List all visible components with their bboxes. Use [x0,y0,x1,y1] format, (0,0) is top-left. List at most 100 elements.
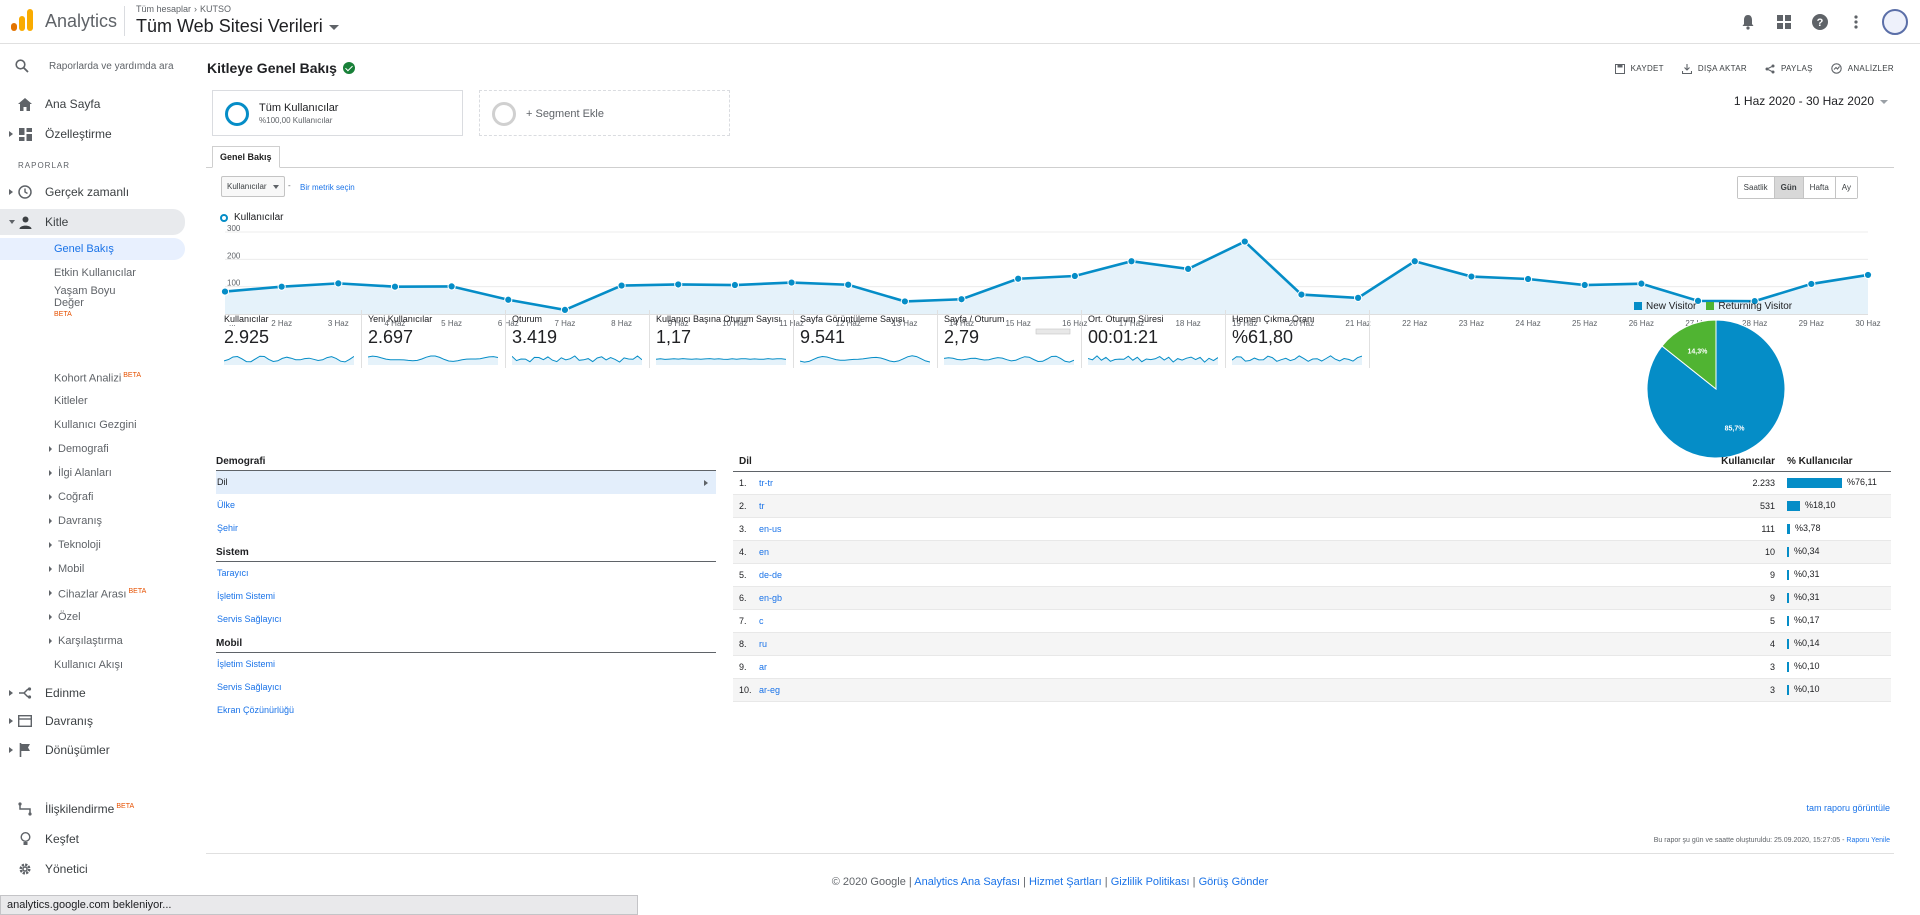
add-segment-button[interactable]: + Segment Ekle [479,90,730,136]
data-point[interactable] [334,279,343,288]
app-name[interactable]: Analytics [45,11,118,31]
sidebar-item-users-flow[interactable]: Kullanıcı Akışı [0,654,185,676]
kpi-tile[interactable]: Oturum 3.419 [506,310,650,368]
data-point[interactable] [1467,272,1476,281]
sidebar-item-active-users[interactable]: Etkin Kullanıcılar [0,262,185,284]
kpi-tile[interactable]: Kullanıcı Başına Oturum Sayısı 1,17 [650,310,794,368]
data-point[interactable] [844,280,853,289]
language-link[interactable]: tr [759,500,765,511]
sidebar-item-audiences[interactable]: Kitleler [0,390,185,412]
export-button[interactable]: DIŞA AKTAR [1681,63,1747,74]
footer-link-feedback[interactable]: Görüş Gönder [1198,876,1269,888]
demographics-item[interactable]: İşletim Sistemi [216,653,716,676]
table-row[interactable]: 3. en-us 111 %3,78 [733,517,1891,541]
data-point[interactable] [1637,279,1646,288]
granularity-month[interactable]: Ay [1835,177,1857,198]
segment-all-users[interactable]: Tüm Kullanıcılar %100,00 Kullanıcılar [212,90,463,136]
demographics-link[interactable]: Tarayıcı [217,568,249,578]
save-button[interactable]: KAYDET [1614,63,1664,74]
data-point[interactable] [390,282,400,291]
date-range-picker[interactable]: 1 Haz 2020 - 30 Haz 2020 [1734,94,1888,108]
sidebar-item-geo[interactable]: Coğrafi [0,486,185,508]
users-line-chart[interactable]: 100 200 300... 2 Haz 3 Haz 4 Haz 5 Haz 6 Haz 7 H… [206,220,1894,335]
table-row[interactable]: 2. tr 531 %18,10 [733,494,1891,518]
apps-grid-icon[interactable] [1774,12,1794,32]
data-point[interactable] [730,280,739,290]
crumb-all-accounts[interactable]: Tüm hesaplar [136,4,192,14]
data-point[interactable] [1523,274,1533,284]
language-link[interactable]: en-us [759,523,782,534]
sidebar-item-audience-behavior[interactable]: Davranış [0,510,185,532]
footer-link-home[interactable]: Analytics Ana Sayfası [914,876,1021,888]
demographics-item[interactable]: Servis Sağlayıcı [216,676,716,699]
sidebar-item-benchmarking[interactable]: Karşılaştırma [0,630,185,652]
data-point[interactable] [220,287,230,296]
demographics-link[interactable]: İşletim Sistemi [217,591,276,601]
table-row[interactable]: 5. de-de 9 %0,31 [733,563,1891,587]
sidebar-item-technology[interactable]: Teknoloji [0,534,185,556]
crumb-account[interactable]: KUTSO [200,4,232,14]
sidebar-item-audience[interactable]: Kitle [0,209,185,235]
help-icon[interactable]: ? [1810,12,1830,32]
sidebar-item-interests[interactable]: İlgi Alanları [0,462,185,484]
sidebar-item-admin[interactable]: Yönetici [0,857,185,881]
view-full-report-link[interactable]: tam raporu görüntüle [1806,803,1890,813]
sidebar-item-custom[interactable]: Özel [0,606,185,628]
data-point[interactable] [1297,290,1306,299]
granularity-day[interactable]: Gün [1774,177,1804,198]
language-link[interactable]: ru [759,638,768,649]
sidebar-item-cohort-analysis[interactable]: Kohort Analizi BETA [0,366,185,388]
chart-resize-handle[interactable] [1035,328,1071,335]
data-point[interactable] [1580,280,1589,290]
demographics-link[interactable]: Şehir [217,523,239,533]
granularity-week[interactable]: Hafta [1803,177,1836,198]
data-point[interactable] [1184,264,1193,274]
sidebar-item-lifetime-value[interactable]: Yaşam Boyu Değer BETA [0,283,185,318]
demographics-item[interactable]: Ekran Çözünürlüğü [216,699,716,722]
demographics-item[interactable]: Dil [216,471,716,494]
language-link[interactable]: tr-tr [759,477,773,488]
refresh-report-link[interactable]: Raporu Yenile [1846,837,1890,844]
table-row[interactable]: 10. ar-eg 3 %0,10 [733,678,1891,702]
language-link[interactable]: c [759,615,764,626]
data-point[interactable] [617,281,626,290]
more-vert-icon[interactable] [1846,12,1866,32]
demographics-link[interactable]: Ekran Çözünürlüğü [217,705,295,715]
sidebar-item-attribution[interactable]: İlişkilendirme BETA [0,797,185,821]
data-point[interactable] [1127,257,1136,266]
data-point[interactable] [277,282,286,291]
demographics-item[interactable]: Tarayıcı [216,562,716,585]
demographics-link[interactable]: Servis Sağlayıcı [217,682,282,692]
data-point[interactable] [1410,257,1419,266]
data-point[interactable] [1807,279,1816,289]
language-link[interactable]: ar-eg [759,684,781,695]
language-link[interactable]: en-gb [759,592,783,603]
search-placeholder[interactable]: Raporlarda ve yardımda ara [49,61,174,72]
demographics-item[interactable]: Şehir [216,517,716,540]
kpi-tile[interactable]: Yeni Kullanıcılar 2.697 [362,310,506,368]
pie-slice-returning-visitor[interactable] [1661,319,1717,391]
sidebar-item-customize[interactable]: Özelleştirme [0,122,185,146]
sidebar-item-cross-device[interactable]: Cihazlar Arası BETA [0,582,185,604]
demographics-item[interactable]: İşletim Sistemi [216,585,716,608]
language-link[interactable]: ar [759,661,768,672]
demographics-link[interactable]: Ülke [217,500,236,510]
demographics-link[interactable]: Servis Sağlayıcı [217,614,282,624]
sidebar-search[interactable]: Raporlarda ve yardımda ara [0,45,198,87]
sidebar-item-user-explorer[interactable]: Kullanıcı Gezgini [0,414,185,436]
sidebar-item-audience-overview[interactable]: Genel Bakış [0,238,185,260]
kpi-tile[interactable]: Kullanıcılar 2.925 [218,310,362,368]
data-point[interactable] [447,282,456,291]
data-point[interactable] [674,280,683,289]
table-row[interactable]: 7. c 5 %0,17 [733,609,1891,633]
table-row[interactable]: 8. ru 4 %0,14 [733,632,1891,656]
demographics-item[interactable]: Servis Sağlayıcı [216,608,716,631]
sidebar-item-demographics[interactable]: Demografi [0,438,185,460]
table-row[interactable]: 4. en 10 %0,34 [733,540,1891,564]
sidebar-item-mobile[interactable]: Mobil [0,558,185,580]
account-breadcrumb[interactable]: Tüm hesaplar › KUTSO [136,4,231,14]
data-point[interactable] [787,278,796,287]
sidebar-item-conversions[interactable]: Dönüşümler [0,738,185,762]
data-point[interactable] [1070,271,1079,281]
language-link[interactable]: en [759,546,770,557]
